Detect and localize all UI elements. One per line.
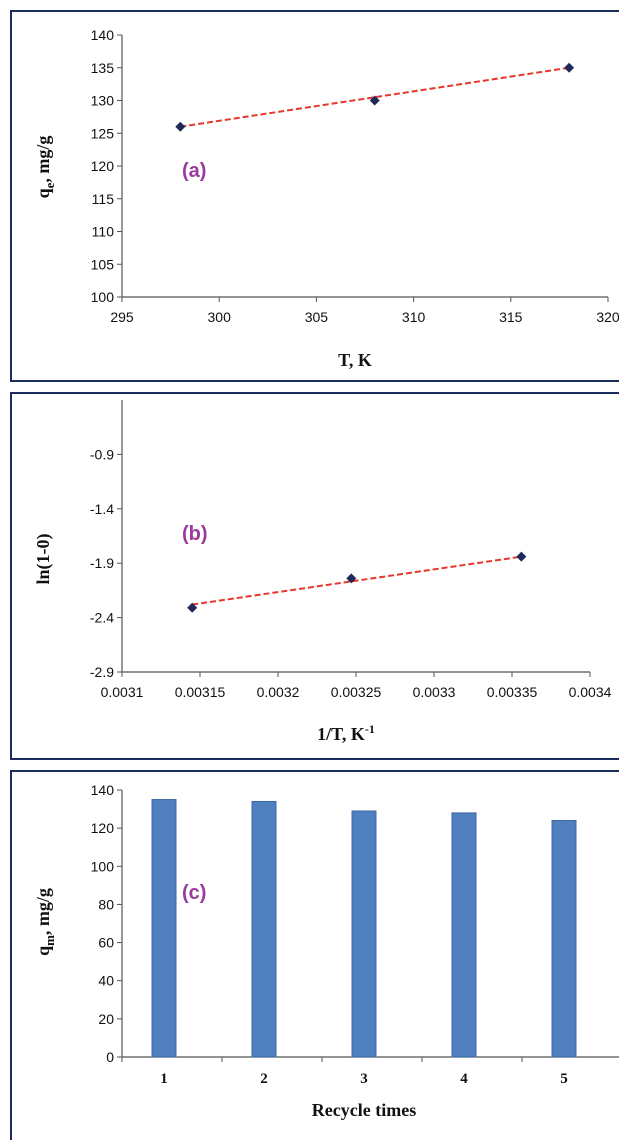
data-point bbox=[564, 62, 575, 73]
x-tick-label: 0.00315 bbox=[175, 684, 226, 700]
bar bbox=[451, 812, 477, 1058]
y-axis-title: qe, mg/g bbox=[33, 136, 57, 199]
panel-label-c: (c) bbox=[182, 882, 206, 904]
x-tick-label: 0.0034 bbox=[569, 684, 612, 700]
y-axis-title: qm, mg/g bbox=[33, 888, 57, 956]
panel-label-a: (a) bbox=[182, 160, 206, 182]
y-tick-label: 110 bbox=[92, 224, 115, 240]
x-tick-label: 0.0032 bbox=[257, 684, 300, 700]
data-point bbox=[516, 551, 527, 562]
x-tick-label: 5 bbox=[560, 1071, 568, 1087]
chart-panel-c: 0 20 40 60 80 100 120 140 1 2 3 4 5 (c) Recycle times q… bbox=[10, 770, 619, 1140]
data-point bbox=[346, 573, 357, 584]
x-axis-title: T, K bbox=[338, 350, 372, 370]
y-tick-label: -2.9 bbox=[90, 664, 114, 680]
bar bbox=[351, 810, 377, 1058]
chart-panel-a: 100 105 110 115 120 125 130 135 140 295 300 305 310 3… bbox=[10, 10, 619, 382]
chart-c-svg: 0 20 40 60 80 100 120 140 1 2 3 4 5 (c) Recycle times q… bbox=[33, 782, 619, 1120]
y-tick-label: -1.9 bbox=[90, 555, 114, 571]
y-tick-label: 20 bbox=[98, 1011, 114, 1027]
y-tick-label: -0.9 bbox=[90, 446, 114, 462]
fit-line bbox=[192, 555, 522, 606]
x-tick-label: 4 bbox=[460, 1071, 468, 1087]
chart-b-svg: -2.9 -2.4 -1.9 -1.4 -0.9 0.0031 0.00315 0.0032 0… bbox=[33, 400, 612, 744]
x-tick-label: 300 bbox=[208, 309, 232, 325]
y-axis-title: ln(1-0) bbox=[33, 534, 54, 585]
fit-line bbox=[180, 66, 570, 128]
x-tick-label: 0.0031 bbox=[101, 684, 144, 700]
y-tick-label: 140 bbox=[91, 27, 115, 43]
x-tick-label: 0.00335 bbox=[487, 684, 538, 700]
bar bbox=[151, 799, 177, 1058]
panel-label-b: (b) bbox=[182, 523, 208, 545]
y-tick-label: 140 bbox=[91, 782, 115, 798]
x-axis-title: Recycle times bbox=[312, 1100, 416, 1120]
chart-a-svg: 100 105 110 115 120 125 130 135 140 295 300 305 310 3… bbox=[33, 27, 619, 370]
x-tick-label: 2 bbox=[260, 1071, 268, 1087]
bar bbox=[551, 820, 577, 1058]
x-axis-title: 1/T, K-1 bbox=[317, 722, 375, 744]
y-tick-label: 135 bbox=[91, 60, 115, 76]
data-point bbox=[187, 602, 198, 613]
x-tick-label: 320 bbox=[596, 309, 619, 325]
x-tick-label: 305 bbox=[305, 309, 329, 325]
data-point bbox=[369, 95, 380, 106]
y-tick-label: 105 bbox=[91, 256, 115, 272]
y-tick-label: 80 bbox=[98, 896, 114, 912]
x-tick-label: 0.00325 bbox=[331, 684, 382, 700]
x-tick-label: 295 bbox=[110, 309, 134, 325]
y-tick-label: 100 bbox=[91, 289, 115, 305]
x-tick-label: 0.0033 bbox=[413, 684, 456, 700]
y-tick-label: 125 bbox=[91, 125, 115, 141]
x-tick-label: 310 bbox=[402, 309, 426, 325]
x-tick-label: 3 bbox=[360, 1071, 368, 1087]
y-tick-label: -1.4 bbox=[90, 501, 114, 517]
data-point bbox=[175, 121, 186, 132]
x-tick-label: 315 bbox=[499, 309, 523, 325]
y-tick-label: 130 bbox=[91, 93, 115, 109]
y-tick-label: 115 bbox=[92, 191, 115, 207]
y-tick-label: 100 bbox=[91, 858, 115, 874]
y-tick-label: 120 bbox=[91, 158, 115, 174]
y-tick-label: -2.4 bbox=[90, 610, 114, 626]
y-tick-label: 40 bbox=[98, 973, 114, 989]
y-tick-label: 60 bbox=[98, 935, 114, 951]
y-tick-label: 120 bbox=[91, 820, 115, 836]
bar bbox=[251, 800, 277, 1058]
x-tick-label: 1 bbox=[160, 1071, 168, 1087]
chart-panel-b: -2.9 -2.4 -1.9 -1.4 -0.9 0.0031 0.00315 0.0032 0… bbox=[10, 392, 619, 760]
y-tick-label: 0 bbox=[106, 1049, 114, 1065]
